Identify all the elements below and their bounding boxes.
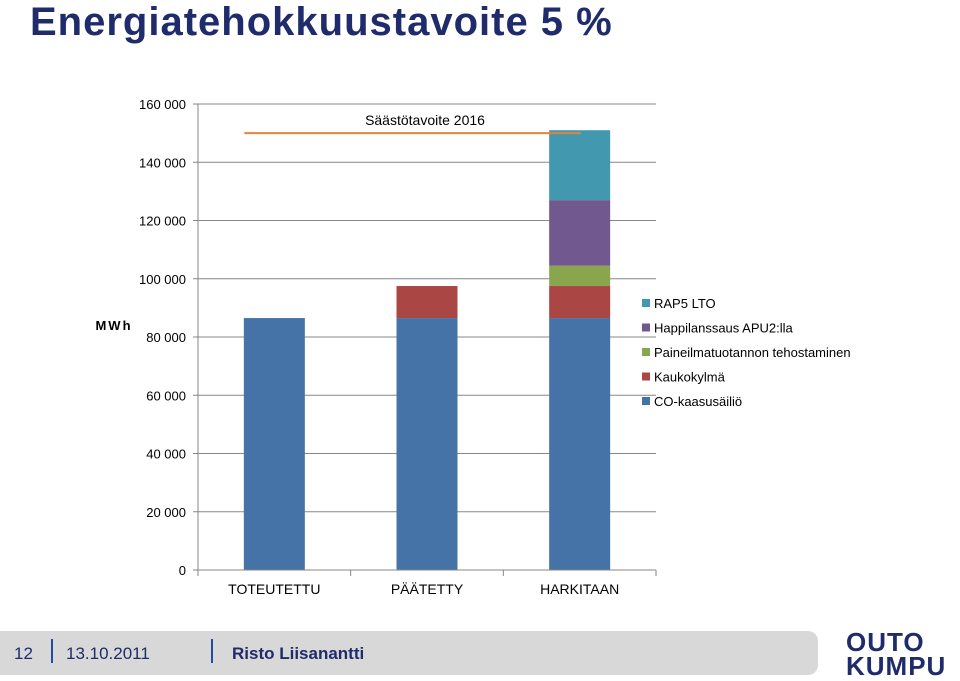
legend-label: CO-kaasusäiliö [654,394,742,409]
bar-segment [549,265,611,287]
legend-label: Happilanssaus APU2:lla [654,321,794,336]
target-line-label: Säästötavoite 2016 [365,112,485,128]
y-tick-label: 80 000 [146,330,186,345]
legend-swatch [642,299,650,307]
legend-swatch [642,372,650,381]
y-tick-label: 100 000 [139,272,186,287]
bar-segment [396,318,458,570]
bar-segment [549,318,611,570]
company-logo: OUTO KUMPU [846,627,947,681]
y-tick-label: 160 000 [139,97,186,112]
y-axis-label: MWh [95,318,132,333]
x-tick-label: HARKITAAN [540,581,619,597]
page-number: 12 [14,644,33,663]
footer-author: Risto Liisanantti [232,644,365,663]
y-tick-label: 40 000 [146,447,186,462]
legend-label: Kaukokylmä [654,370,726,385]
footer-separator [51,639,53,663]
y-tick-label: 120 000 [139,214,186,229]
legend-swatch [642,397,650,405]
target-line-group: Säästötavoite 2016 [244,112,581,135]
y-tick-label: 140 000 [139,155,186,170]
footer-date: 13.10.2011 [66,644,150,663]
logo-line-1: OUTO [846,627,925,657]
slide-title: Energiatehokkuustavoite 5 % [30,0,613,44]
y-tick-label: 60 000 [146,388,186,403]
bar-segment [549,286,611,319]
bar-segment [396,286,458,319]
footer-separator [211,639,213,663]
legend-label: Paineilmatuotannon tehostaminen [654,345,851,360]
x-tick-label: PÄÄTETTY [391,581,464,597]
bar-segment [243,318,305,570]
bar-segment [549,130,611,201]
legend-label: RAP5 LTO [654,296,716,311]
logo-line-2: KUMPU [846,651,947,681]
axes: 0 20 000 40 000 60 000 80 000 100 000 120 000 1… [95,97,657,597]
stacked-bar-chart: 0 20 000 40 000 60 000 80 000 100 000 120 000 1… [95,97,851,597]
y-tick-label: 0 [179,563,186,578]
bar-segment [549,200,611,266]
bar-stacks [243,130,611,570]
footer-bar [0,631,818,675]
x-tick-label: TOTEUTETTU [228,581,320,597]
legend-swatch [642,323,650,332]
legend: RAP5 LTO Happilanssaus APU2:lla Paineilmat… [642,296,851,409]
legend-swatch [642,348,650,356]
y-tick-label: 20 000 [146,505,186,520]
